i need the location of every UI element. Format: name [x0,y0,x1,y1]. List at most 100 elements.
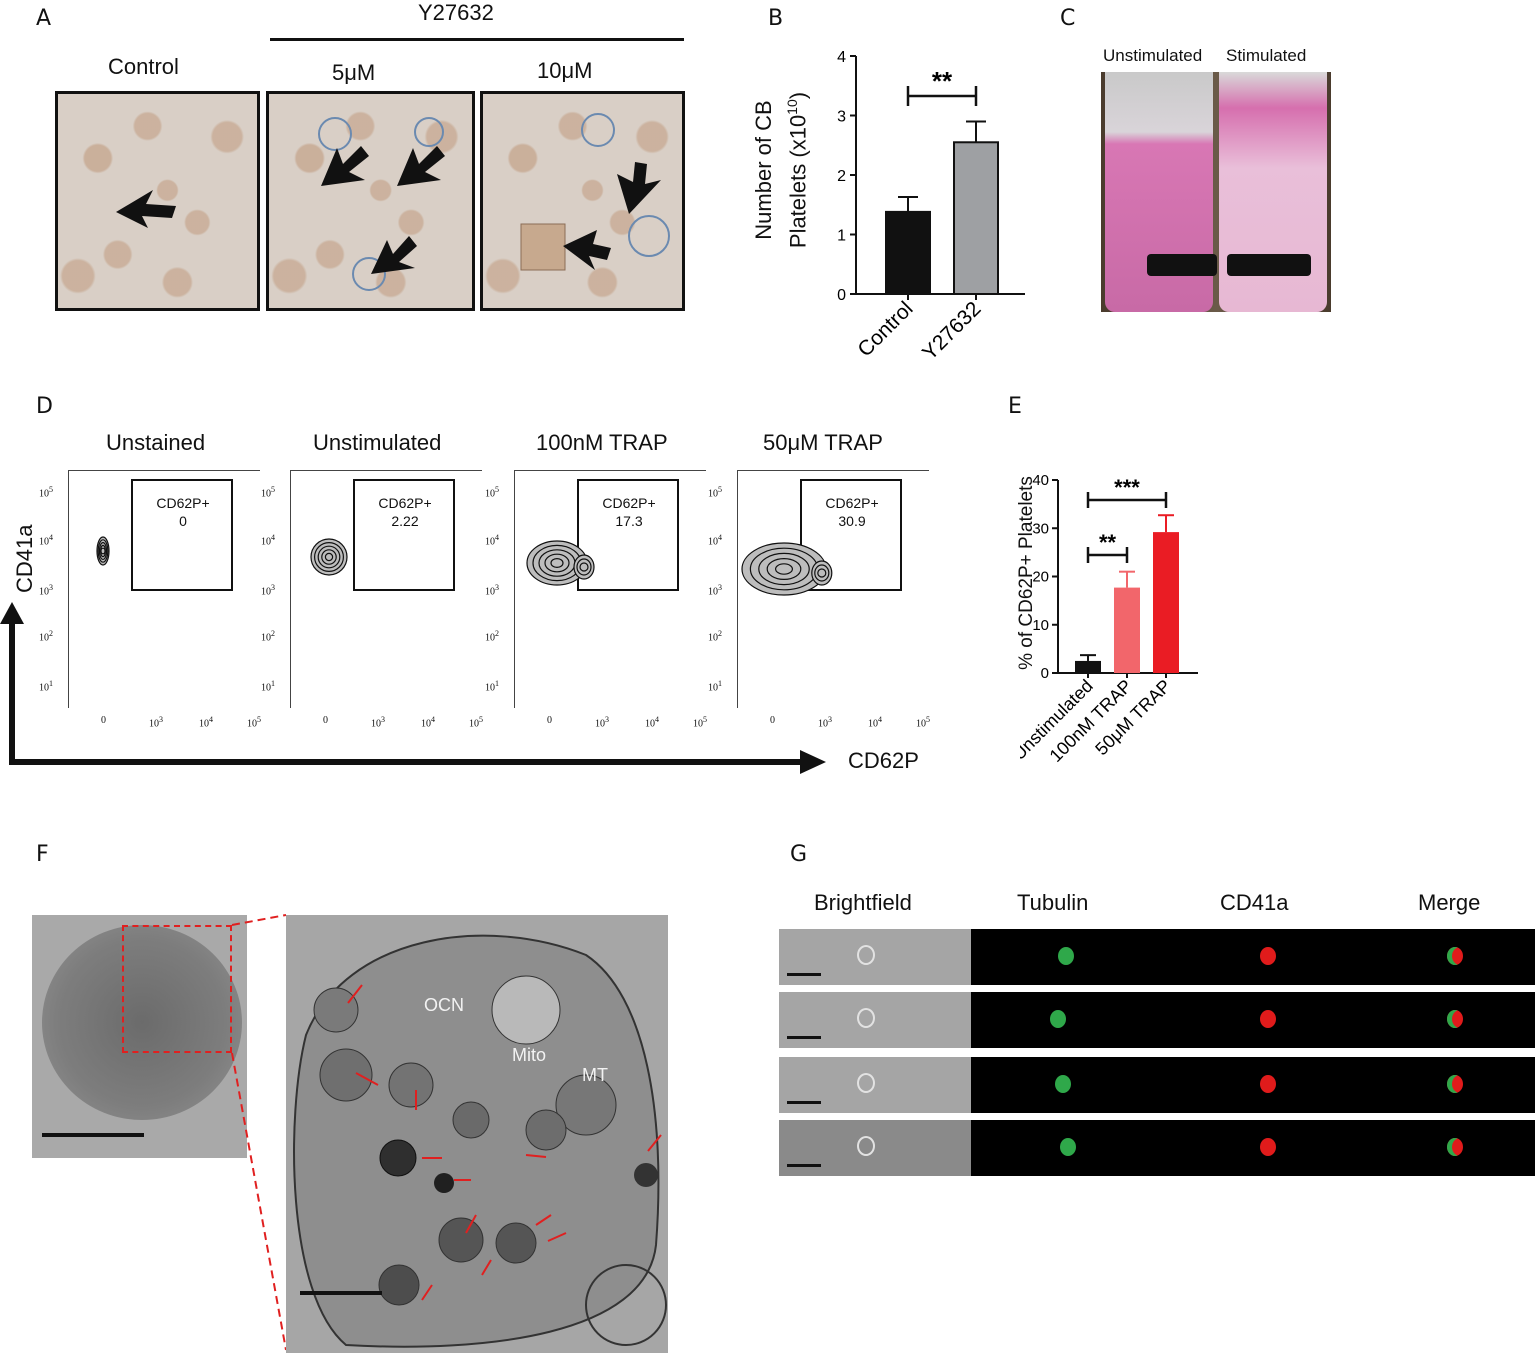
arrow-right-icon [800,750,826,774]
x-tick-label: 104 [199,715,213,730]
x-tick-label: 105 [693,715,707,730]
treatment-bracket-line [270,38,684,41]
tubulin-signal [1058,947,1074,965]
flow-title-50um: 50μM TRAP [763,430,883,455]
x-tick-label: 103 [371,715,385,730]
tubulin-signal [1060,1138,1076,1156]
y-tick-label: 104 [708,533,722,548]
panel-letter-a: A [36,6,52,31]
y-tick-label: 105 [708,485,722,500]
arrow-icon [371,236,417,274]
tube-unstimulated [1105,72,1213,312]
scale-bar [787,1036,821,1039]
merge-signal [1447,947,1463,965]
gate-label: CD62P+ [378,495,432,511]
contour-ring [576,558,592,576]
stir-bar-left [1147,254,1217,276]
y-tick-label: 104 [485,533,499,548]
x-tick-label: 0 [547,715,552,726]
gate-value: 30.9 [838,513,866,529]
cell-outline [857,945,875,965]
ylabel-sup: 10 [784,99,800,115]
panel-letter-f: F [36,842,49,867]
merge-signal [1447,1010,1463,1028]
contour-plot [96,536,110,566]
ylabel-line2: Platelets (x1010) [778,40,812,300]
contour-ring [98,541,108,560]
contour-ring [97,539,109,563]
brightfield-cell [779,1120,971,1176]
y-tick-label: 0 [837,287,846,304]
y-tick-label: 105 [485,485,499,500]
y-tick-label: 103 [708,583,722,598]
y-tick-label: 0 [1041,665,1049,682]
header-cd41a: CD41a [1220,890,1289,915]
panel-letter-d: D [36,394,53,419]
x-tick-label: 0 [770,715,775,726]
y-tick-label: 101 [708,679,722,694]
arrow-up-icon [0,602,24,624]
x-tick-label: 103 [818,715,832,730]
bar [1114,587,1140,673]
fluorescence-strip [971,992,1535,1048]
bar [1153,532,1179,673]
y-tick-label: 101 [39,679,53,694]
contour-ring [774,563,793,575]
tubulin-signal [1050,1010,1066,1028]
bar [885,210,931,295]
cell-outline [857,1073,875,1093]
flow-title-unstimulated: Unstimulated [313,430,442,455]
flow-axes-arrows [0,602,826,774]
x-tick-label: 104 [645,715,659,730]
x-tick-label: Control [853,297,917,360]
ylabel-line2-text: Platelets (x10 [785,114,811,249]
scale-bar [787,973,821,976]
flow-plot: CD62P+ 0 105 104 103 102 101 0 103 104 105 [39,470,261,729]
header-brightfield: Brightfield [814,890,912,915]
contour-ring [544,553,570,573]
cd41a-signal [1260,1010,1276,1028]
flow-plot: CD62P+ 17.3 105 104 103 102 101 0 103 104 105 [485,470,707,729]
bar [953,141,999,296]
contour-ring [314,541,344,572]
scale-bar [42,1133,144,1137]
contour-ring [579,562,589,572]
5um-label: 5μM [332,60,376,85]
header-tubulin: Tubulin [1017,890,1089,915]
y-tick-label: 102 [708,629,722,644]
em-zoom: OCN Mito MT [286,915,668,1353]
y-tick-label: 1 [837,228,846,245]
contour-ring [814,564,830,582]
cd41a-signal [1260,947,1276,965]
tube-stimulated [1219,72,1327,312]
panel-letter-e: E [1008,394,1022,419]
fluorescence-strip [971,929,1535,985]
cell-outline [857,1008,875,1028]
y-tick-label: 103 [261,583,275,598]
arrow-icon [397,146,445,186]
merge-signal [1447,1075,1463,1093]
y27632-header: Y27632 [418,0,494,25]
contour-ring [817,568,827,578]
cd41a-signal [1260,1138,1276,1156]
cd41a-axis-label: CD41a [12,524,37,593]
control-label: Control [108,54,179,79]
contour-ring [758,552,810,586]
significance-label: *** [1114,475,1140,500]
10um-label: 10μM [537,58,593,83]
cell-outline [857,1136,875,1156]
cd62p-gate: CD62P+ 17.3 [577,479,679,591]
mt-label: MT [582,1065,608,1085]
x-tick-label: 105 [916,715,930,730]
y-tick-label: 30 [1032,520,1049,537]
y-tick-label: 3 [837,109,846,126]
arrow-icon [321,146,369,186]
panel-letter-g: G [790,842,808,867]
y-tick-label: 20 [1032,569,1049,586]
brightfield-cell [779,992,971,1048]
zoom-box [122,925,232,1053]
x-tick-label: 0 [101,715,106,726]
y-tick-label: 40 [1032,472,1049,489]
panel-b-ylabel: Number of CB Platelets (x1010) [750,40,810,300]
contour-ring [324,552,334,562]
